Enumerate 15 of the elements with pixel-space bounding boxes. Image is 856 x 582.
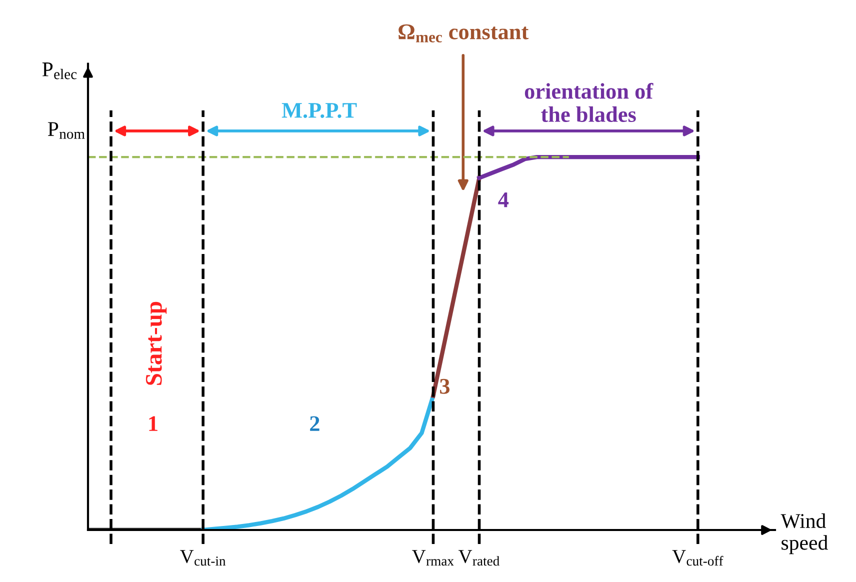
text: orientation of the blades <box>524 82 654 122</box>
x-tick-label: V$_{rmax}$ <box>412 550 454 566</box>
x-tick-label: V$_{cut‐off}$ <box>672 550 724 566</box>
x-tick-label: V$_{cut‐in}$ <box>180 550 226 566</box>
text: Ω$_{mec}$ constant <box>398 24 529 42</box>
annotation: 2 <box>310 416 320 431</box>
annotation: 3 <box>440 378 450 394</box>
y-axis-title: P$_{elec}$ <box>42 62 77 80</box>
annotation: 1 <box>149 416 158 431</box>
annotation: 4 <box>498 192 509 208</box>
text: M.P.P.T <box>282 103 357 118</box>
ref-line-label: P$_{nom}$ <box>48 122 85 139</box>
x-tick-label: V$_{rated}$ <box>458 550 500 566</box>
x-axis-title: Wind speed <box>780 513 828 554</box>
annotation: Start-up <box>146 302 167 385</box>
